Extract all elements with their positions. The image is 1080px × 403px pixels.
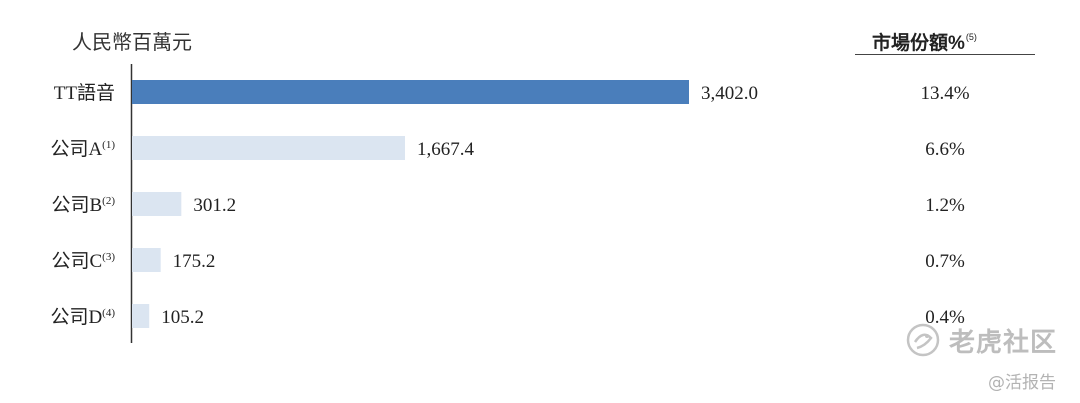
watermark-author: @活报告 (988, 373, 1056, 393)
unit-label: 人民幣百萬元 (72, 32, 192, 54)
bar (132, 304, 150, 328)
market-share-value: 0.4% (925, 307, 965, 328)
category-label: 公司A(1) (50, 139, 115, 160)
bar-value-label: 105.2 (161, 307, 204, 328)
market-share-note: (5) (965, 32, 977, 42)
market-share-header-label: 市場份額% (872, 33, 965, 54)
watermark-brand: 老虎社区 (949, 328, 1058, 358)
bars-group: TT語音 3,402.0 13.4% 公司A(1) 1,667.4 6.6% 公司B(2) 3… (50, 80, 970, 328)
bar (132, 136, 405, 160)
tiger-logo-icon (906, 323, 940, 357)
market-share-value: 6.6% (925, 139, 965, 160)
bar-value-label: 1,667.4 (417, 139, 475, 160)
market-share-rule (855, 54, 1035, 55)
market-share-value: 0.7% (925, 251, 965, 272)
bar (132, 248, 161, 272)
category-label: TT語音 (54, 82, 115, 104)
market-share-value: 13.4% (920, 83, 969, 104)
bar-value-label: 301.2 (193, 195, 236, 216)
bar (132, 80, 689, 104)
bar (132, 192, 182, 216)
category-label: 公司C(3) (51, 251, 115, 272)
bar-value-label: 3,402.0 (701, 83, 758, 104)
market-share-value: 1.2% (925, 195, 965, 216)
bar-value-label: 175.2 (173, 251, 216, 272)
category-label: 公司B(2) (51, 195, 115, 216)
category-label: 公司D(4) (50, 307, 115, 328)
market-share-header: 市場份額%(5) (872, 28, 977, 55)
